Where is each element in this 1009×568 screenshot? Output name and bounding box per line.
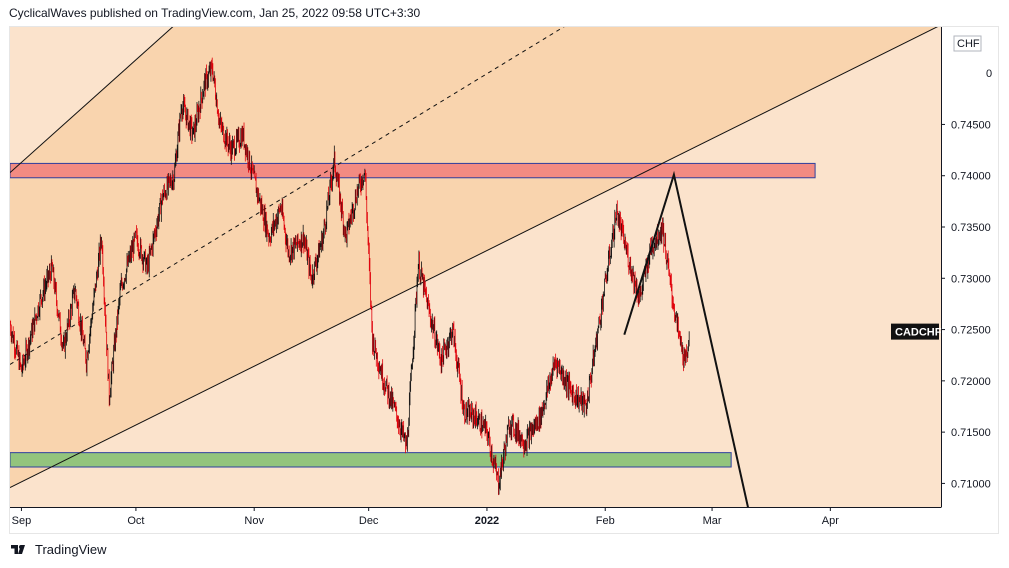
y-tick-label: 0.74500 [951,119,991,131]
x-tick-label: Sep [12,515,32,527]
y-tick-label: 0.73000 [951,273,991,285]
x-tick-label: Oct [127,515,144,527]
brand-name: TradingView [35,542,107,557]
chart-frame[interactable]: 0.74500 0.74000 0.73500 0.73000 0.72500 0.720… [9,26,999,534]
projection-path [623,170,749,507]
y-tick-label-top-partial: 0 [986,68,992,80]
x-tick-label: Dec [359,515,379,527]
x-tick-label: 2022 [475,515,499,527]
x-tick-label: Nov [244,515,264,527]
x-tick-label: Mar [703,515,722,527]
y-tick-label: 0.74000 [951,171,991,183]
channel-upper-line [10,27,174,174]
currency-box [953,35,982,52]
resistance-zone [10,162,816,179]
y-tick-label: 0.72000 [951,376,991,388]
channel-middle-line [10,27,565,365]
support-zone [10,452,732,468]
x-tick-label: Feb [596,515,615,527]
y-tick-label: 0.72500 [951,325,991,337]
x-tick-label: Apr [822,515,839,527]
publish-info: CyclicalWaves published on TradingView.c… [9,6,421,20]
symbol-price-label: CADCHF [895,327,942,339]
footer: TradingView [9,542,107,557]
channel-lower-line [10,27,938,488]
plot-layer [10,27,938,507]
price-chart[interactable]: 0.74500 0.74000 0.73500 0.73000 0.72500 0.720… [10,27,998,533]
y-tick-label: 0.73500 [951,222,991,234]
symbol-price-label-bg [891,323,939,340]
candles [10,57,690,496]
currency-label: CHF [957,38,980,50]
y-tick-label: 0.71500 [951,427,991,439]
y-tick-label: 0.71000 [951,478,991,490]
tradingview-logo-icon [11,544,25,554]
